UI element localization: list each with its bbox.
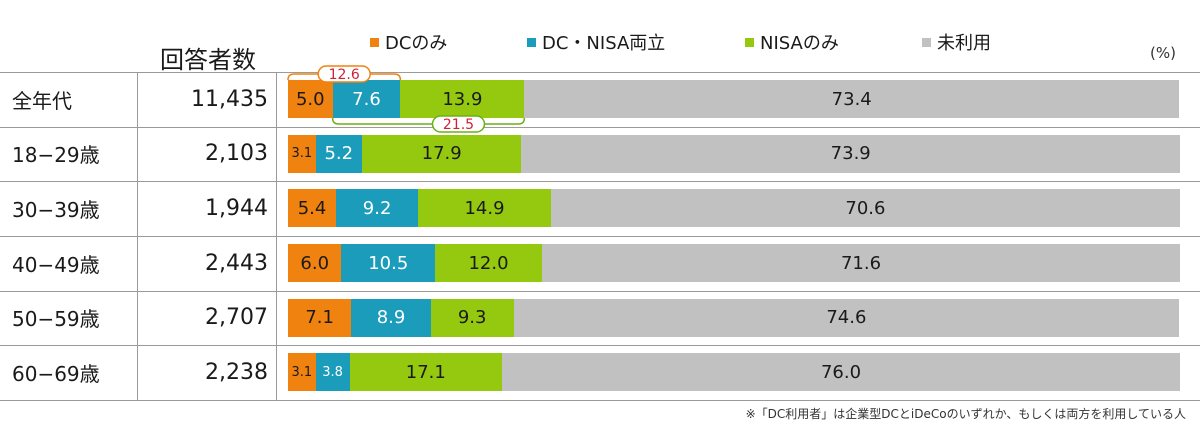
- bar-segment: 7.1: [288, 298, 352, 337]
- respondent-count: 1,944: [205, 195, 268, 221]
- grid-row-line: [0, 126, 1200, 128]
- bar-segment: 7.6: [332, 80, 401, 118]
- bar-segment: 73.9: [521, 134, 1180, 173]
- legend-label: 未利用: [937, 33, 991, 54]
- age-group-label: 60−69歳: [12, 361, 100, 386]
- stacked-bar: 7.1 8.9 9.3 74.6: [288, 298, 1180, 337]
- bar-segment: 5.2: [315, 134, 362, 173]
- stacked-bar: 5.4 9.2 14.9 70.6: [288, 189, 1181, 228]
- grid-row-line: [0, 290, 1200, 292]
- legend-swatch: [527, 37, 536, 47]
- bar-segment: 9.3: [430, 298, 514, 337]
- bar-segment: 8.9: [351, 298, 431, 337]
- bar-segment: 6.0: [288, 244, 342, 282]
- age-group-label: 18−29歳: [12, 143, 100, 168]
- respondent-count: 2,707: [205, 305, 268, 331]
- bar-segment: 70.6: [550, 189, 1181, 228]
- legend-label: DC・NISA両立: [542, 33, 666, 54]
- footnote: ※「DC利用者」は企業型DCとiDeCoのいずれか、もしくは両方を利用している人: [745, 407, 1186, 421]
- grid-row-line: [0, 400, 1200, 402]
- legend-swatch: [745, 37, 754, 47]
- age-group-label: 30−39歳: [12, 197, 100, 222]
- respondents-header: 回答者数: [160, 46, 256, 74]
- bar-segment: 14.9: [418, 189, 551, 228]
- bar-segment: 10.5: [341, 244, 436, 282]
- legend-item-nisa-only: NISAのみ: [745, 30, 839, 54]
- bar-segment: 3.1: [288, 353, 316, 392]
- legend-swatch: [370, 37, 379, 47]
- legend-swatch: [922, 37, 931, 47]
- legend-label: NISAのみ: [760, 33, 839, 54]
- unit-label: (%): [1150, 44, 1176, 62]
- bar-segment: 71.6: [541, 244, 1180, 282]
- bar-segment: 17.9: [361, 134, 522, 173]
- legend-label: DCのみ: [385, 33, 448, 54]
- bar-segment: 3.8: [315, 353, 350, 392]
- stacked-bar: 5.0 7.6 13.9 73.4: [288, 80, 1180, 118]
- bar-segment: 17.1: [349, 353, 503, 392]
- respondent-count: 11,435: [191, 86, 268, 112]
- stacked-bar: 3.1 3.8 17.1 76.0: [288, 353, 1180, 392]
- grid-row-line: [0, 345, 1200, 347]
- respondent-count: 2,238: [205, 359, 268, 385]
- bar-segment: 12.0: [435, 244, 542, 282]
- legend-item-unused: 未利用: [922, 30, 991, 54]
- bar-segment: 5.4: [288, 189, 337, 228]
- respondent-count: 2,443: [205, 250, 268, 276]
- bar-segment: 74.6: [513, 298, 1180, 337]
- bar-segment: 5.0: [288, 80, 333, 118]
- grid-row-line: [0, 236, 1200, 237]
- respondent-count: 2,103: [205, 141, 268, 167]
- grid-row-line: [0, 181, 1200, 183]
- legend-item-dc-only: DCのみ: [370, 30, 447, 54]
- bar-segment: 73.4: [524, 80, 1180, 118]
- age-group-label: 40−49歳: [12, 252, 100, 277]
- bar-segment: 76.0: [502, 353, 1180, 392]
- bar-segment: 9.2: [336, 189, 419, 228]
- grid-row-line: [0, 72, 1200, 73]
- chart-table: 全年代 11,435 5.0 7.6 13.9 73.4 18−29歳 2,103 3.1 5.2…: [0, 72, 1200, 402]
- bar-segment: 3.1: [288, 134, 316, 173]
- stacked-bar: 6.0 10.5 12.0 71.6: [288, 244, 1180, 282]
- age-group-label: 全年代: [12, 88, 72, 113]
- legend-item-dc-nisa: DC・NISA両立: [527, 30, 665, 54]
- bar-segment: 13.9: [400, 80, 525, 118]
- stacked-bar: 3.1 5.2 17.9 73.9: [288, 134, 1180, 173]
- age-group-label: 50−59歳: [12, 307, 100, 332]
